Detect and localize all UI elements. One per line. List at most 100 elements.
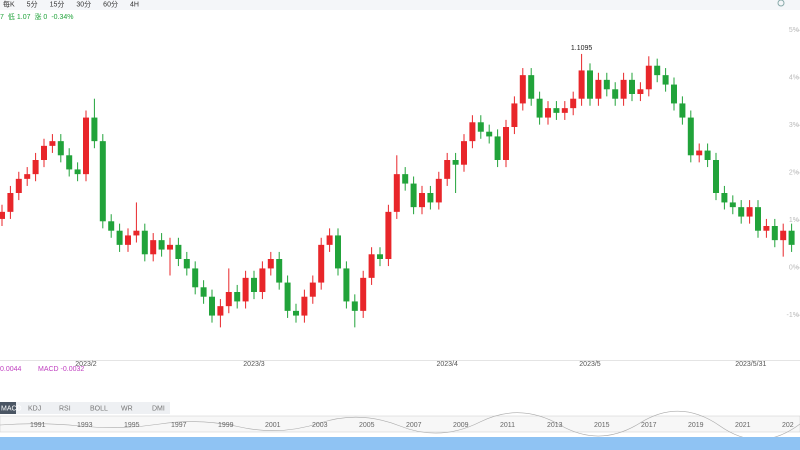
candle-body: [410, 183, 417, 208]
period-button[interactable]: 15分: [50, 0, 65, 8]
candle-body: [645, 65, 652, 90]
candle-body: [158, 240, 165, 250]
candle-body: [587, 70, 593, 99]
indicator-value: MACD -0.0032: [38, 366, 84, 373]
candle-body: [738, 207, 745, 217]
candle-body: [780, 230, 787, 241]
candle-body: [553, 108, 560, 113]
candle-body: [32, 160, 39, 175]
candle-body: [486, 131, 493, 137]
period-button[interactable]: 5分: [27, 0, 38, 8]
indicator-tab[interactable]: KDJ: [28, 405, 41, 412]
period-button[interactable]: 每K: [3, 0, 15, 8]
candle-body: [444, 160, 451, 179]
candle-body: [24, 174, 31, 179]
navigator-year: 2015: [594, 422, 610, 429]
candle-body: [309, 282, 316, 297]
period-button[interactable]: 60分: [103, 0, 118, 8]
x-tick-label: 2023/5: [579, 361, 601, 368]
navigator-year: 202: [782, 422, 794, 429]
candle-body: [771, 226, 778, 241]
navigator-year: 2009: [453, 422, 469, 429]
y2-tick-label: 2%: [789, 170, 799, 177]
candle-body: [217, 306, 224, 316]
y2-tick-label: 5%: [789, 27, 799, 34]
candle-body: [671, 84, 677, 104]
candle-body: [351, 301, 358, 311]
candle-body: [620, 79, 627, 99]
candle-body: [461, 141, 467, 165]
candle-body: [7, 193, 14, 212]
candle-body: [251, 277, 257, 292]
candle-body: [469, 122, 476, 142]
bottom-bar: [0, 437, 800, 450]
candle-body: [494, 136, 501, 160]
candle-body: [133, 230, 140, 236]
navigator-year: 2011: [500, 422, 515, 429]
candle-body: [729, 202, 736, 208]
indicator-tab[interactable]: RSI: [59, 405, 71, 412]
candle-body: [704, 150, 711, 160]
candle-body: [242, 277, 249, 302]
candle-body: [402, 174, 409, 184]
candle-body: [788, 230, 795, 245]
candle-body: [545, 108, 551, 118]
candle-body: [696, 150, 703, 156]
y2-tick-label: 0%: [789, 265, 799, 272]
candle-body: [519, 75, 526, 104]
candle-body: [427, 193, 434, 203]
candle-body: [654, 65, 661, 76]
candle-body: [125, 235, 131, 245]
period-button[interactable]: 30分: [76, 0, 91, 8]
quote-info: -0.34%: [51, 14, 73, 21]
candle-body: [721, 193, 728, 203]
indicator-tab[interactable]: DMI: [152, 405, 165, 412]
candle-body: [435, 178, 442, 203]
period-button[interactable]: 4H: [130, 1, 139, 8]
candle-body: [99, 141, 106, 222]
y2-tick-label: 1%: [789, 217, 799, 224]
navigator-year: 2005: [359, 422, 375, 429]
candle-body: [301, 296, 308, 316]
candle-body: [746, 207, 753, 217]
candle-body: [393, 174, 400, 212]
candle-body: [377, 254, 383, 259]
quote-info: 低 1.07: [8, 12, 31, 21]
candle-body: [528, 75, 535, 99]
settings-icon[interactable]: [777, 0, 785, 7]
navigator-year: 1997: [171, 422, 187, 429]
indicator-tab[interactable]: BOLL: [90, 405, 108, 412]
candle-body: [612, 89, 619, 99]
candle-body: [284, 282, 291, 311]
candle-body: [175, 244, 182, 259]
candle-body: [116, 230, 123, 245]
navigator-year: 2001: [265, 422, 281, 429]
candle-body: [209, 296, 215, 316]
candle-body: [603, 79, 610, 90]
indicator-tab[interactable]: WR: [121, 405, 133, 412]
candle-body: [578, 70, 585, 99]
y2-tick-label: 4%: [789, 75, 799, 82]
candle-body: [536, 98, 543, 118]
navigator[interactable]: [0, 415, 800, 433]
candle-body: [49, 141, 56, 146]
x-tick-label: 2023/2: [75, 361, 97, 368]
candle-body: [687, 117, 694, 156]
candle-body: [637, 89, 644, 94]
active-tab-bg: [0, 402, 16, 414]
navigator-year: 1991: [30, 422, 46, 429]
candle-body: [276, 259, 283, 283]
candle-body: [66, 155, 73, 170]
candle-body: [755, 207, 761, 231]
quote-info: 7: [0, 14, 4, 21]
separator: [0, 360, 800, 361]
navigator-year: 1999: [218, 422, 234, 429]
toolbar: [0, 0, 800, 10]
candle-body: [503, 127, 509, 160]
indicator-tab[interactable]: MACD: [1, 405, 22, 412]
candle-body: [335, 235, 341, 269]
candle-body: [57, 141, 64, 156]
x-tick-label: 2023/5/31: [735, 361, 766, 368]
candle-body: [225, 292, 232, 307]
candle-body: [511, 103, 518, 127]
